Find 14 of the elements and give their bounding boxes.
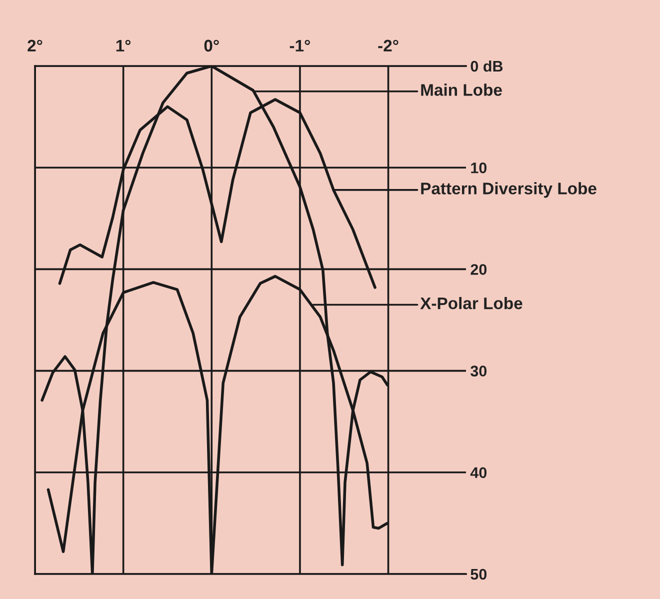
x-tick-label: 0° bbox=[204, 40, 219, 52]
x-tick-label: 2° bbox=[28, 40, 42, 52]
annotation: Main Lobe bbox=[421, 84, 502, 96]
x-tick-label: -2° bbox=[378, 40, 398, 52]
annotation: X-Polar Lobe bbox=[420, 296, 522, 310]
y-tick-label: 0 dB bbox=[470, 60, 503, 72]
y-tick-label: 20 bbox=[470, 264, 487, 275]
x-tick-label: 1° bbox=[116, 40, 131, 52]
x-tick-label: -1° bbox=[290, 40, 310, 52]
annotation: Pattern Diversity Lobe bbox=[421, 182, 596, 198]
y-tick-label: 10 bbox=[471, 162, 487, 174]
y-tick-label: 50 bbox=[470, 568, 487, 580]
y-tick-label: 40 bbox=[470, 467, 487, 478]
y-tick-label: 30 bbox=[470, 366, 487, 377]
